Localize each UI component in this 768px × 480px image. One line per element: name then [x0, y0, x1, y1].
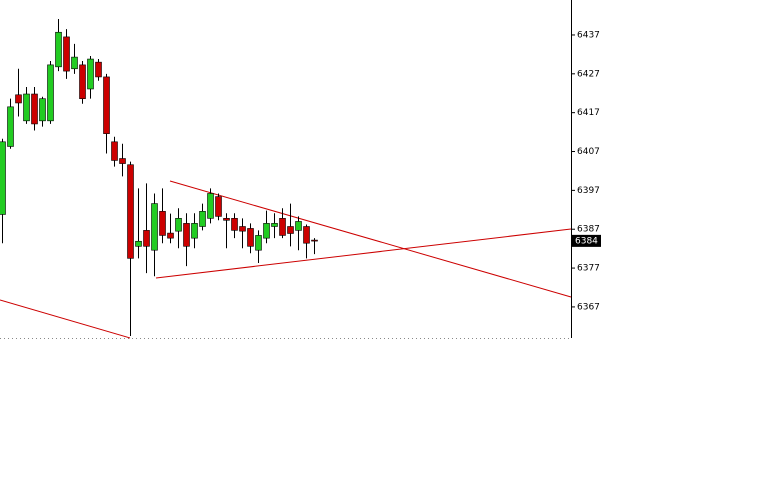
candle-body — [231, 218, 238, 231]
candle-body — [79, 64, 86, 99]
trendline — [0, 299, 131, 339]
candle-body — [159, 211, 166, 236]
trendline — [155, 228, 572, 279]
candle-body — [31, 93, 38, 125]
candle-body — [271, 223, 278, 227]
candle-body — [167, 232, 174, 239]
candle-body — [23, 93, 30, 122]
y-tick-label: 6437 — [577, 30, 600, 40]
candle-body — [127, 164, 134, 259]
candle-body — [87, 58, 94, 90]
candle-body — [119, 158, 126, 164]
candle-body — [111, 141, 118, 161]
candle-body — [255, 235, 262, 251]
candle-body — [207, 193, 214, 219]
trendlines — [0, 180, 572, 339]
candle-body — [287, 226, 294, 234]
y-tick-label: 6397 — [577, 186, 600, 196]
candle-body — [151, 203, 158, 251]
candle-body — [175, 218, 182, 232]
trendline — [169, 180, 572, 298]
candle-body — [71, 56, 78, 70]
candle-body — [199, 211, 206, 227]
candle-body — [215, 196, 222, 217]
y-tick-label: 6417 — [577, 108, 600, 118]
candle-body — [63, 36, 70, 72]
candle-body — [223, 218, 230, 221]
y-tick-label: 6377 — [577, 264, 600, 274]
candle-body — [55, 31, 62, 68]
y-tick-label: 6427 — [577, 69, 600, 79]
candle-body — [191, 223, 198, 239]
candle-body — [95, 61, 102, 78]
candle-body — [295, 221, 302, 231]
candle-body — [239, 226, 246, 232]
last-price-label: 6384 — [575, 236, 598, 246]
candle-body — [7, 106, 14, 147]
candle-body — [103, 76, 110, 134]
candle-body — [247, 228, 254, 247]
candle-body — [263, 223, 270, 239]
last-price-box — [572, 234, 601, 247]
candle-body — [183, 223, 190, 247]
y-tick-label: 6387 — [577, 225, 600, 235]
candle-body — [143, 230, 150, 247]
candle-body — [39, 98, 46, 122]
candle-body — [135, 240, 142, 247]
candle-body — [311, 239, 318, 242]
y-tick-label: 6407 — [577, 147, 600, 157]
y-tick-label: 6367 — [577, 302, 600, 312]
candle-body — [279, 218, 286, 236]
candle-body — [0, 141, 6, 215]
candle-body — [303, 226, 310, 244]
candle-body — [15, 94, 22, 104]
candle-body — [47, 64, 54, 122]
